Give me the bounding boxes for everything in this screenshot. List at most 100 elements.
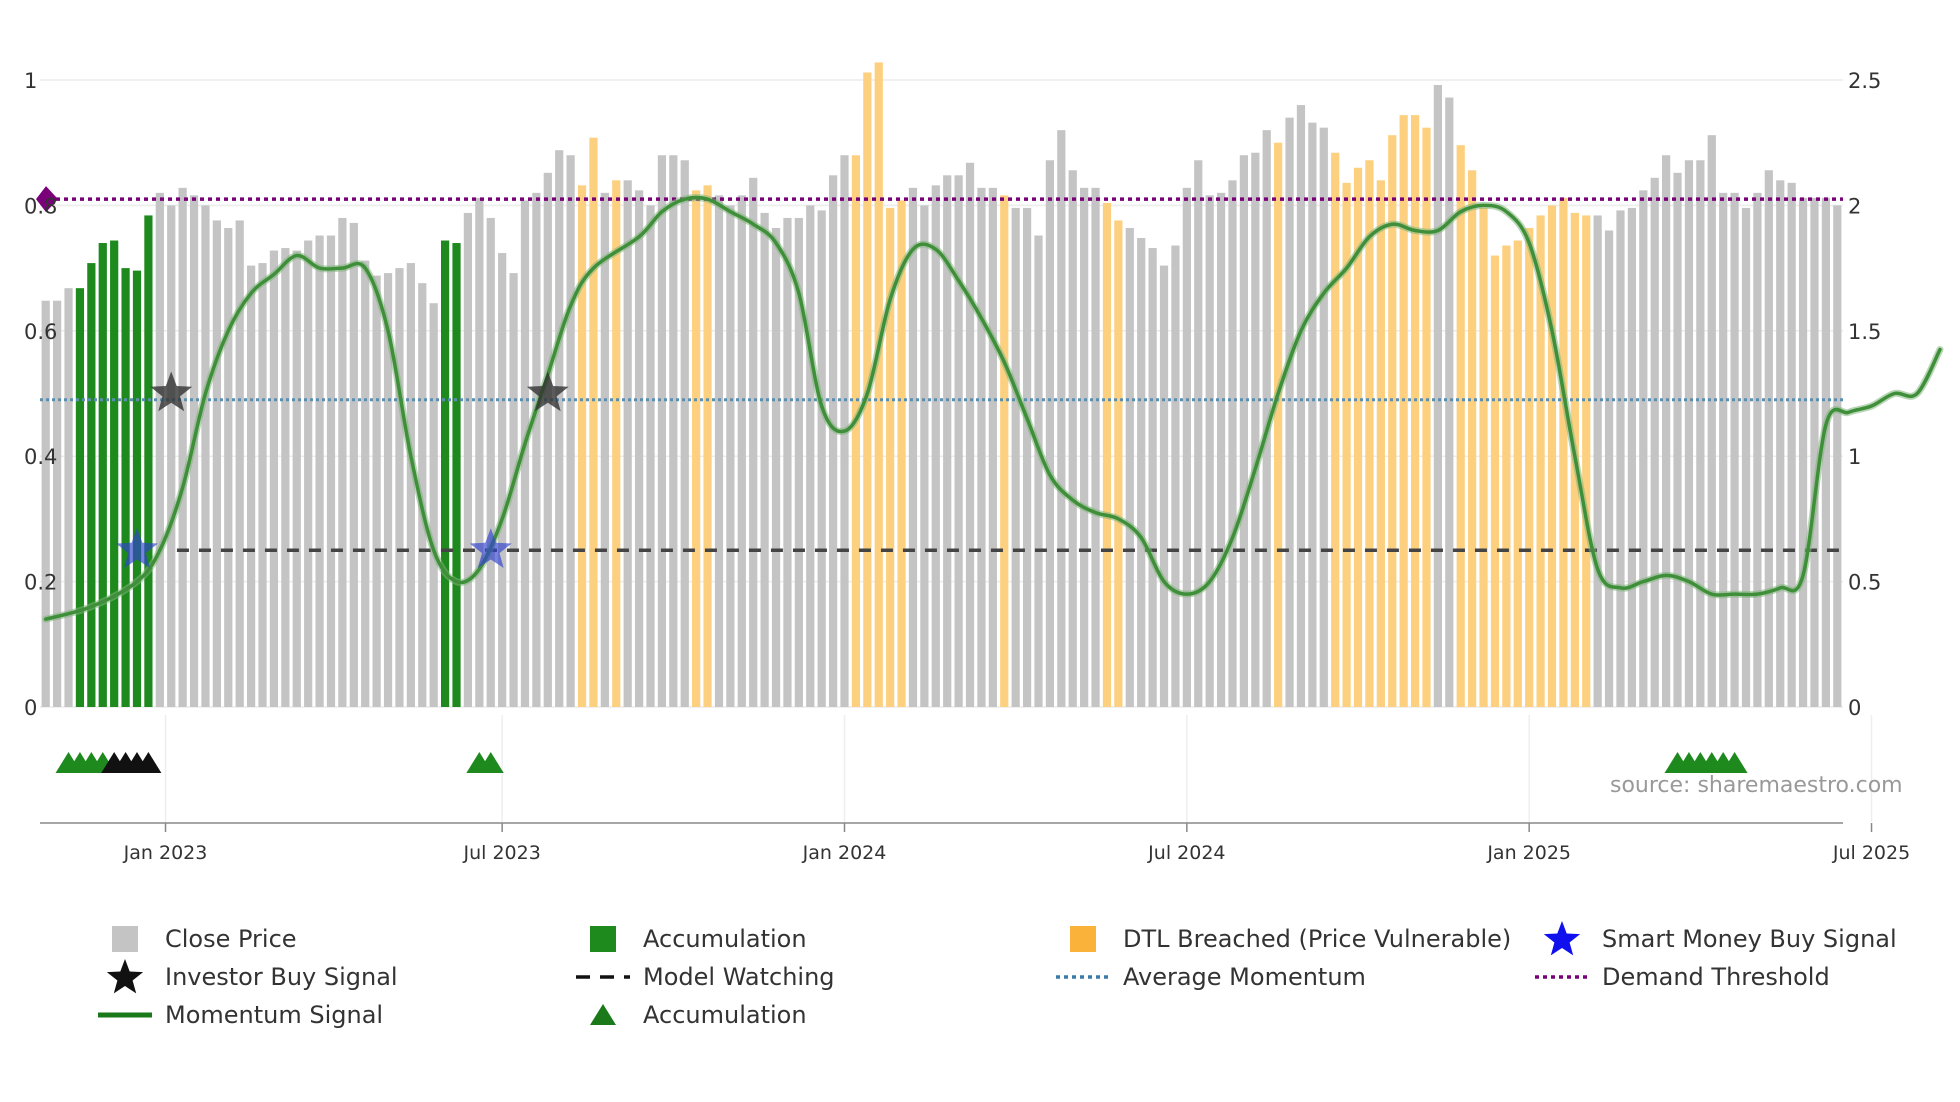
price-bar — [1764, 170, 1773, 708]
price-bar — [555, 150, 564, 707]
price-bar — [269, 250, 279, 707]
price-bar — [1753, 192, 1762, 708]
price-bar — [1433, 85, 1443, 708]
price-bar — [1627, 207, 1636, 707]
price-bar — [589, 137, 598, 707]
accumulation-markers — [55, 752, 1748, 773]
price-bar — [1741, 207, 1751, 707]
price-bar — [760, 212, 769, 707]
left-axis-tick-label: 0.4 — [24, 445, 57, 469]
price-bar — [338, 217, 347, 707]
smart-money-buy-star — [469, 528, 512, 568]
axes: 0 0.2 0.4 0.6 0.8 1 0 0.5 1 1.5 2 2.5 Jan 2023 Jul 20… — [24, 69, 1910, 864]
price-bar — [247, 265, 256, 707]
price-bar — [1342, 182, 1351, 707]
price-bar — [201, 205, 210, 707]
price-bar — [98, 243, 107, 707]
demand-threshold-marker — [36, 186, 58, 213]
right-axis-tick-label: 1.5 — [1848, 320, 1881, 344]
price-bar — [1719, 192, 1728, 708]
black-star-icon — [95, 958, 155, 996]
price-bar — [1525, 227, 1534, 708]
legend-label: Momentum Signal — [165, 1001, 384, 1029]
price-bar — [132, 270, 142, 707]
price-bar — [806, 205, 815, 707]
legend-label: Average Momentum — [1123, 963, 1366, 991]
legend-label: Investor Buy Signal — [165, 963, 398, 991]
price-bar — [498, 253, 507, 707]
price-bar — [566, 155, 575, 708]
price-bar — [1502, 245, 1511, 707]
price-bar — [794, 217, 803, 707]
price-bar — [1171, 245, 1180, 707]
price-bar — [1673, 172, 1682, 707]
price-bar — [828, 175, 838, 707]
price-bar — [1159, 265, 1169, 707]
right-axis-tick-label: 0 — [1848, 696, 1861, 720]
price-bar — [1833, 205, 1842, 707]
blue-star-icon — [1532, 920, 1592, 958]
price-bar — [41, 300, 50, 707]
price-bar — [1593, 215, 1602, 707]
price-bar — [634, 190, 644, 708]
price-bar — [1821, 197, 1830, 707]
price-bar — [53, 300, 62, 707]
price-bar — [612, 180, 621, 707]
price-bar — [1057, 130, 1066, 707]
legend-item: Smart Money Buy Signal — [1532, 920, 1897, 958]
legend-item: Demand Threshold — [1532, 958, 1830, 996]
price-bar — [577, 185, 587, 707]
price-bar — [1399, 115, 1408, 707]
price-bar — [1000, 195, 1009, 708]
price-bar — [1445, 97, 1454, 707]
price-bar — [258, 263, 267, 707]
legend-item: Average Momentum — [1053, 958, 1366, 996]
price-bar — [931, 185, 940, 707]
price-bar — [1479, 207, 1488, 707]
price-bar — [1662, 155, 1671, 708]
x-axis-tick-label: Jan 2025 — [1486, 842, 1571, 864]
price-bar — [1216, 192, 1226, 708]
price-bar — [920, 205, 929, 707]
price-bar — [1582, 215, 1591, 707]
price-bar — [543, 172, 552, 707]
price-bar — [1730, 192, 1739, 708]
price-bar — [452, 243, 461, 707]
price-bar — [737, 195, 746, 708]
price-bar — [361, 260, 370, 707]
price-bar — [874, 62, 883, 708]
green-line-icon — [95, 996, 155, 1034]
price-bar — [1559, 197, 1568, 707]
price-bar — [1410, 115, 1420, 707]
legend-item: Accumulation — [573, 996, 807, 1034]
price-bar — [87, 263, 96, 707]
price-bar — [121, 268, 130, 707]
investor-buy-star — [150, 371, 193, 412]
price-bar — [1011, 207, 1020, 707]
price-bar — [1639, 190, 1648, 708]
legend-item: Close Price — [95, 920, 297, 958]
x-axis-tick-label: Jan 2023 — [123, 842, 208, 864]
price-bar — [1365, 160, 1374, 708]
price-bar — [1787, 182, 1796, 707]
legend-label: Model Watching — [643, 963, 835, 991]
price-bar — [1125, 227, 1134, 708]
green-triangle-icon — [573, 996, 633, 1034]
price-bar — [178, 187, 187, 707]
accumulation-triangle — [477, 752, 504, 773]
price-bar — [440, 240, 450, 707]
x-axis-tick-label: Jan 2024 — [802, 842, 887, 864]
price-bar — [1045, 160, 1055, 708]
price-bar — [1422, 127, 1431, 708]
black-dashed-line-icon — [573, 958, 633, 996]
price-bar — [110, 240, 119, 707]
price-bar — [235, 220, 244, 707]
price-bar — [851, 155, 861, 708]
price-bar — [395, 268, 404, 707]
purple-dotted-line-icon — [1532, 958, 1592, 996]
price-bar — [623, 180, 632, 707]
price-bar — [1536, 215, 1545, 707]
orange-square-icon — [1053, 920, 1113, 958]
gray-square-icon — [95, 920, 155, 958]
legend-label: DTL Breached (Price Vulnerable) — [1123, 925, 1512, 953]
